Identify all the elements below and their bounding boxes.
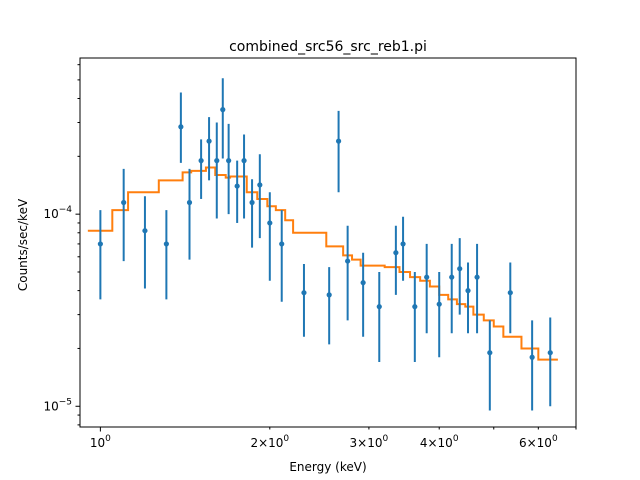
plot-frame <box>79 57 577 428</box>
data-point <box>547 350 553 356</box>
y-ticks: 10−4 10−5 <box>43 64 80 426</box>
data-point <box>436 301 442 307</box>
chart-title: combined_src56_src_reb1.pi <box>229 39 427 55</box>
y-axis-label: Counts/sec/keV <box>16 198 30 291</box>
data-point <box>412 304 418 310</box>
data-point <box>220 107 226 113</box>
data-point <box>142 228 148 234</box>
data-point <box>400 241 406 247</box>
data-point <box>449 274 455 280</box>
y-tick-label: 10−5 <box>43 397 72 413</box>
data-point <box>178 124 184 130</box>
data-point <box>198 158 204 164</box>
x-ticks: 100 2×100 3×100 4×100 6×100 <box>90 427 577 450</box>
data-point <box>214 158 220 164</box>
data-point <box>393 250 399 256</box>
data-point <box>279 241 285 247</box>
data-point <box>487 350 493 356</box>
data-point <box>465 288 471 294</box>
data-point <box>241 158 247 164</box>
data-point <box>97 241 103 247</box>
data-point <box>121 199 127 206</box>
data-point <box>267 220 273 226</box>
data-point <box>226 158 232 164</box>
data-point <box>457 266 463 272</box>
data-point <box>301 290 307 296</box>
x-tick-label: 100 <box>90 434 111 450</box>
y-tick-label: 10−4 <box>43 205 72 221</box>
x-tick-label: 6×100 <box>519 434 558 450</box>
data-point <box>249 199 255 206</box>
data-point <box>345 258 351 264</box>
data-point <box>424 274 430 280</box>
x-axis-label: Energy (keV) <box>289 460 366 474</box>
data-point <box>234 183 240 189</box>
data-point <box>335 138 342 144</box>
x-tick-label: 4×100 <box>420 434 459 450</box>
data-point <box>163 241 169 247</box>
x-tick-label: 3×100 <box>350 434 389 450</box>
data-points <box>97 78 553 411</box>
data-point <box>474 274 480 280</box>
data-point <box>529 354 535 360</box>
data-point <box>186 199 193 206</box>
data-point <box>507 290 513 296</box>
data-point <box>257 182 263 188</box>
data-point <box>360 280 366 286</box>
data-point <box>206 138 212 144</box>
x-tick-label: 2×100 <box>250 434 289 450</box>
data-point <box>376 304 382 310</box>
data-point <box>326 292 332 298</box>
